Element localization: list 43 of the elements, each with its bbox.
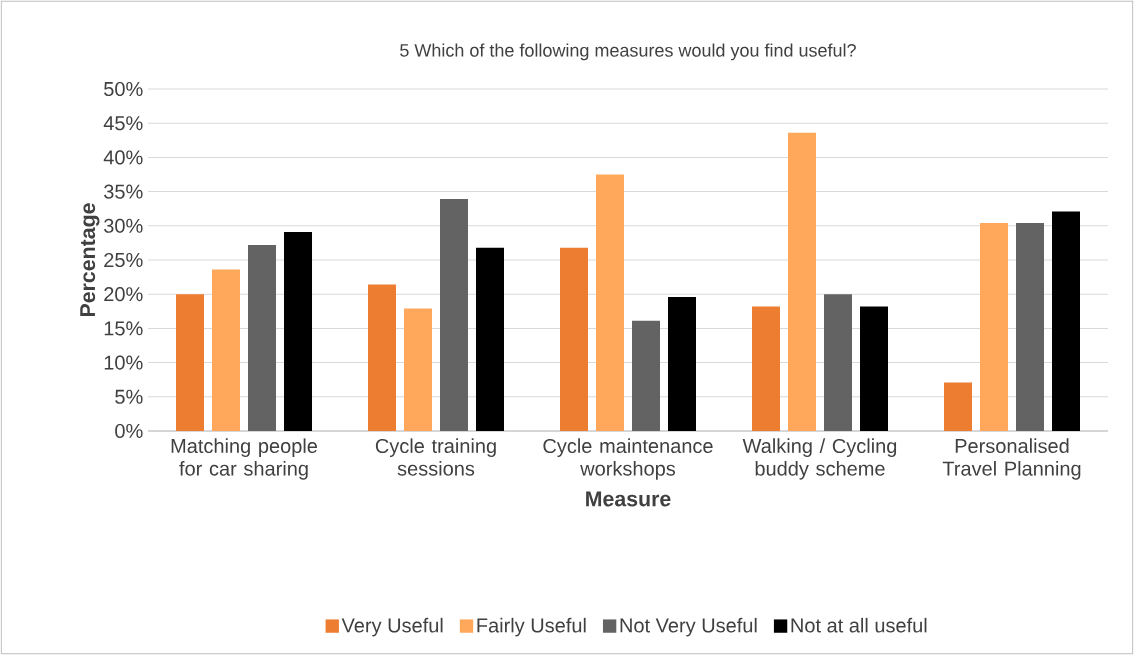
y-tick-label: 30% — [104, 218, 143, 233]
y-tick-label: 25% — [104, 252, 143, 268]
bar — [752, 306, 780, 431]
legend-label: Very Useful — [341, 617, 443, 637]
bar — [1052, 211, 1080, 431]
legend-label: Fairly Useful — [477, 617, 586, 637]
bar — [668, 296, 696, 431]
legend-label: Not Very Useful — [620, 617, 757, 637]
bar — [596, 174, 624, 431]
x-axis-title: Measure — [586, 491, 671, 507]
bar — [404, 308, 433, 431]
bar — [368, 284, 396, 431]
bar — [248, 244, 277, 431]
bar — [632, 320, 660, 431]
bar — [284, 231, 313, 431]
x-tick-label: Walking / Cycling buddy scheme — [742, 438, 897, 480]
x-tick-label: Matching people for car sharing — [171, 438, 318, 480]
bar — [440, 199, 469, 431]
x-tick-label: Cycle maintenance workshops — [543, 438, 713, 480]
y-tick-label: 40% — [103, 150, 143, 165]
y-tick-label: 10% — [104, 355, 143, 370]
y-tick-label: 5% — [115, 389, 143, 404]
legend-label: Not at all useful — [791, 617, 927, 633]
bar — [560, 247, 589, 431]
bar — [476, 247, 505, 431]
y-tick-label: 0% — [115, 423, 143, 439]
bar — [212, 269, 241, 431]
x-tick-label: Personalised Travel Planning — [942, 438, 1081, 480]
bar — [944, 382, 972, 431]
bar — [176, 294, 205, 431]
chart-title: 5 Which of the following measures would you find useful? — [400, 43, 856, 61]
x-tick-label: Cycle training sessions — [375, 438, 496, 476]
bar — [980, 223, 1008, 431]
bar — [788, 132, 816, 431]
y-tick-label: 50% — [104, 81, 143, 97]
bar — [1016, 223, 1044, 431]
y-tick-label: 35% — [104, 184, 143, 199]
y-tick-label: 20% — [104, 287, 143, 302]
y-axis-title: Percentage — [80, 203, 100, 317]
y-tick-label: 45% — [103, 116, 143, 131]
bar — [824, 294, 852, 431]
bar — [860, 306, 888, 431]
y-tick-label: 15% — [104, 321, 143, 336]
